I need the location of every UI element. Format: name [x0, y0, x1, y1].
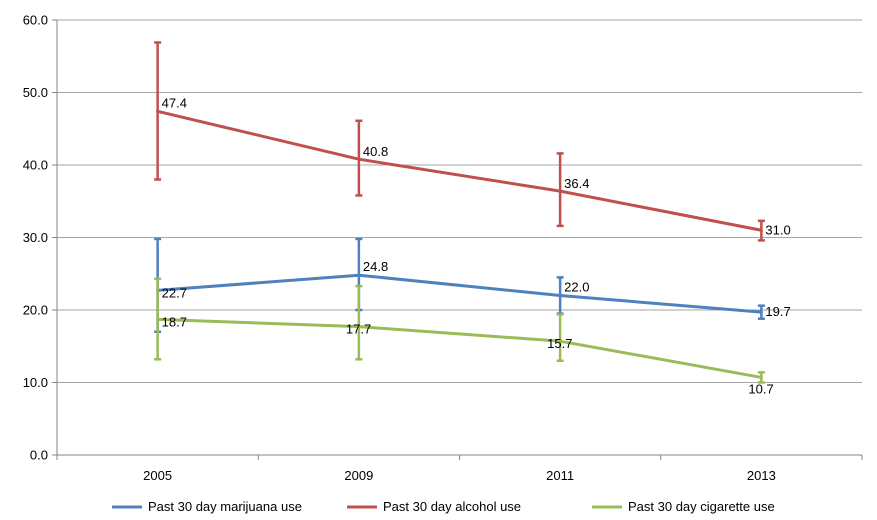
- series-0: [154, 237, 765, 333]
- series-line: [157, 273, 762, 314]
- x-tick-label: 2013: [747, 468, 776, 483]
- data-label: 47.4: [162, 95, 187, 110]
- y-tick-label: 0.0: [30, 448, 48, 463]
- x-tick-label: 2009: [344, 468, 373, 483]
- series-group: [154, 41, 765, 384]
- data-label: 15.7: [547, 336, 572, 351]
- series-1: [154, 41, 765, 242]
- legend-item: Past 30 day marijuana use: [112, 499, 302, 514]
- data-point: [558, 189, 562, 193]
- legend: Past 30 day marijuana use Past 30 day alc…: [112, 499, 775, 514]
- legend-item: Past 30 day alcohol use: [347, 499, 521, 514]
- gridlines: [57, 19, 862, 383]
- data-label: 36.4: [564, 176, 589, 191]
- data-label: 31.0: [765, 222, 790, 237]
- data-label: 19.7: [765, 304, 790, 319]
- data-point: [558, 294, 562, 297]
- legend-label: Past 30 day alcohol use: [383, 499, 521, 514]
- data-label: 18.7: [162, 314, 187, 329]
- legend-label: Past 30 day marijuana use: [148, 499, 302, 514]
- data-point: [357, 273, 361, 277]
- series-2: [154, 277, 765, 384]
- data-label: 24.8: [363, 259, 388, 274]
- x-tick-label: 2011: [546, 468, 574, 483]
- data-point: [156, 317, 160, 321]
- y-tick-label: 60.0: [23, 13, 48, 28]
- series-line: [157, 109, 762, 232]
- legend-label: Past 30 day cigarette use: [628, 499, 775, 514]
- data-label: 17.7: [346, 322, 371, 337]
- data-point: [357, 325, 361, 329]
- data-point: [357, 157, 361, 161]
- axes: 0.0 10.0 20.0 30.0 40.0 50.0 60.0 2005 2009 2011 2…: [23, 13, 863, 483]
- data-labels: 22.7 24.8 22.0 19.7 47.4 40.8 36.4 31.0 18.7 17.7…: [162, 95, 791, 396]
- data-point: [759, 310, 763, 314]
- data-point: [759, 375, 763, 379]
- y-tick-label: 20.0: [23, 303, 48, 318]
- y-tick-label: 40.0: [23, 158, 48, 173]
- data-label: 10.7: [748, 381, 773, 396]
- y-tick-label: 30.0: [23, 230, 48, 245]
- series-line: [157, 317, 762, 379]
- data-label: 40.8: [363, 144, 388, 159]
- legend-item: Past 30 day cigarette use: [592, 499, 775, 514]
- data-label: 22.7: [162, 285, 187, 300]
- data-point: [156, 109, 160, 113]
- x-tick-label: 2005: [143, 468, 172, 483]
- y-tick-label: 10.0: [23, 375, 48, 390]
- data-point: [759, 228, 763, 232]
- data-label: 22.0: [564, 280, 589, 295]
- y-tick-label: 50.0: [23, 85, 48, 100]
- data-point: [558, 339, 562, 343]
